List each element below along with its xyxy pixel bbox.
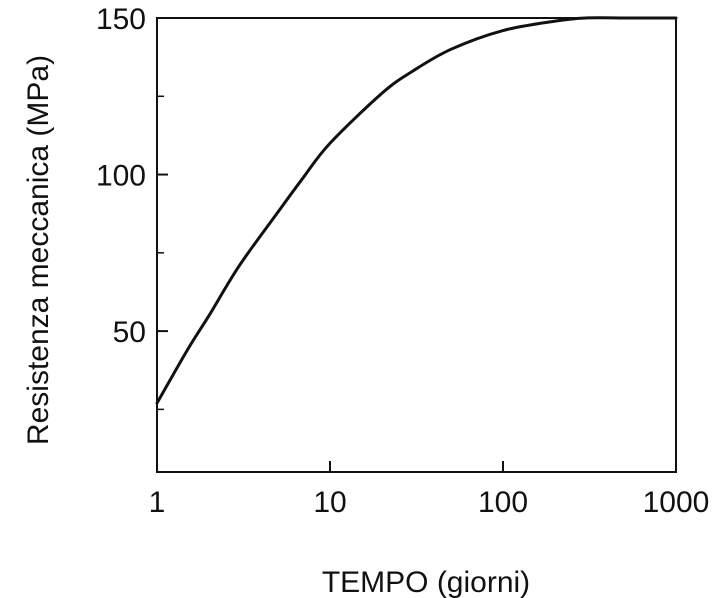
x-axis-title: TEMPO (giorni) (322, 566, 530, 598)
y-axis-title: Resistenza meccanica (MPa) (22, 55, 55, 445)
x-axis-ticks: 1 10 100 1000 (149, 461, 710, 519)
plot-frame (156, 17, 677, 473)
series-layer (155, 16, 678, 405)
x-tick-label: 1 (149, 486, 166, 519)
x-tick-label: 1000 (643, 486, 710, 519)
x-tick-label: 100 (478, 486, 528, 519)
strength-curve (155, 16, 678, 405)
y-axis-ticks: 50 100 150 (96, 3, 168, 411)
y-tick-label: 100 (96, 160, 146, 193)
y-tick-label: 50 (113, 316, 146, 349)
y-tick-label: 150 (96, 3, 146, 36)
x-tick-label: 10 (313, 486, 346, 519)
